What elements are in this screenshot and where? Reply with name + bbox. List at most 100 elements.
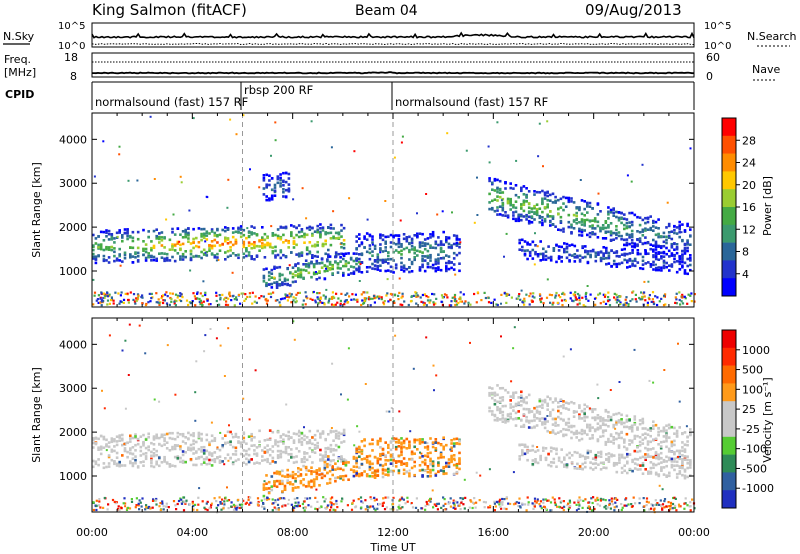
- range-gate-cell: [340, 441, 343, 444]
- range-gate-cell: [268, 174, 271, 177]
- scatter-cell: [671, 502, 675, 506]
- scatter-cell: [106, 303, 109, 306]
- range-gate-cell: [620, 237, 623, 241]
- scatter-cell: [260, 295, 263, 298]
- range-gate-cell: [543, 206, 547, 209]
- range-gate-cell: [429, 253, 432, 257]
- range-gate-cell: [308, 228, 312, 231]
- range-gate-cell: [520, 207, 523, 210]
- scatter-cell: [514, 502, 517, 505]
- range-gate-cell: [628, 439, 631, 442]
- range-gate-cell: [144, 250, 148, 254]
- range-gate-cell: [439, 454, 443, 458]
- scatter-cell: [594, 303, 597, 306]
- scatter-cell: [192, 508, 195, 511]
- range-gate-cell: [305, 226, 309, 230]
- noise-cell: [271, 188, 274, 191]
- range-gate-cell: [534, 244, 537, 247]
- range-gate-cell: [300, 460, 304, 464]
- range-gate-cell: [381, 472, 385, 475]
- range-gate-cell: [324, 242, 327, 246]
- scatter-cell: [498, 500, 501, 503]
- scatter-cell: [540, 507, 543, 510]
- scatter-cell: [185, 499, 188, 502]
- range-gate-cell: [400, 265, 403, 269]
- scatter-cell: [475, 301, 478, 304]
- range-gate-cell: [641, 267, 645, 271]
- range-gate-cell: [323, 474, 327, 478]
- scatter-cell: [614, 497, 617, 500]
- noise-tick-left-top: 10^5: [58, 21, 85, 32]
- range-gate-cell: [311, 450, 314, 454]
- range-gate-cell: [189, 443, 193, 447]
- range-gate-cell: [518, 455, 521, 458]
- range-gate-cell: [352, 465, 356, 468]
- range-gate-cell: [303, 438, 306, 441]
- scatter-cell: [484, 501, 487, 504]
- range-gate-cell: [434, 262, 438, 266]
- range-gate-cell: [593, 218, 597, 222]
- range-gate-cell: [234, 459, 238, 463]
- scatter-cell: [652, 302, 656, 305]
- scatter-cell: [422, 303, 426, 306]
- range-gate-cell: [165, 252, 169, 256]
- range-gate-cell: [562, 434, 565, 438]
- range-gate-cell: [488, 391, 491, 395]
- range-gate-cell: [342, 264, 345, 268]
- range-gate-cell: [184, 460, 187, 464]
- scatter-cell: [165, 502, 168, 505]
- range-gate-cell: [365, 238, 369, 241]
- range-gate-cell: [521, 249, 524, 252]
- range-gate-cell: [239, 225, 243, 228]
- scatter-cell: [683, 502, 686, 505]
- y-tick-label: 1000: [59, 265, 87, 278]
- range-gate-cell: [163, 257, 166, 261]
- range-gate-cell: [297, 253, 301, 257]
- range-gate-cell: [491, 206, 494, 210]
- range-gate-cell: [554, 201, 557, 204]
- range-gate-cell: [509, 399, 512, 402]
- range-gate-cell: [363, 470, 366, 473]
- noise-cell: [93, 175, 96, 178]
- scatter-cell: [262, 295, 265, 298]
- scatter-cell: [219, 298, 222, 301]
- range-gate-cell: [602, 253, 605, 257]
- range-gate-cell: [316, 255, 319, 258]
- range-gate-cell: [652, 427, 655, 430]
- scatter-cell: [421, 293, 424, 297]
- scatter-cell: [361, 501, 364, 504]
- range-gate-cell: [512, 396, 515, 399]
- range-gate-cell: [291, 470, 295, 474]
- range-gate-cell: [115, 462, 119, 466]
- range-gate-cell: [195, 440, 198, 444]
- range-gate-cell: [342, 428, 346, 432]
- scatter-cell: [689, 501, 692, 504]
- range-gate-cell: [402, 441, 406, 445]
- range-gate-cell: [437, 268, 440, 271]
- colorbar-swatch: [722, 278, 736, 297]
- range-gate-cell: [155, 462, 158, 466]
- range-gate-cell: [517, 213, 520, 217]
- scatter-cell: [478, 499, 481, 502]
- range-gate-cell: [131, 457, 135, 460]
- range-gate-cell: [318, 473, 321, 476]
- range-gate-cell: [654, 220, 658, 224]
- range-gate-cell: [546, 199, 549, 202]
- range-gate-cell: [498, 187, 502, 191]
- scatter-cell: [162, 505, 165, 508]
- range-gate-cell: [607, 251, 611, 255]
- range-gate-cell: [229, 443, 232, 446]
- range-gate-cell: [612, 238, 615, 241]
- scatter-cell: [180, 293, 183, 296]
- range-gate-cell: [344, 464, 348, 467]
- range-gate-cell: [311, 461, 314, 464]
- scatter-cell: [210, 503, 213, 507]
- range-gate-cell: [315, 259, 319, 263]
- range-gate-cell: [662, 244, 666, 248]
- noise-cell: [641, 298, 644, 301]
- scatter-cell: [675, 302, 678, 305]
- range-gate-cell: [644, 468, 647, 471]
- range-gate-cell: [628, 221, 631, 224]
- range-gate-cell: [342, 274, 345, 277]
- scatter-cell: [254, 295, 257, 298]
